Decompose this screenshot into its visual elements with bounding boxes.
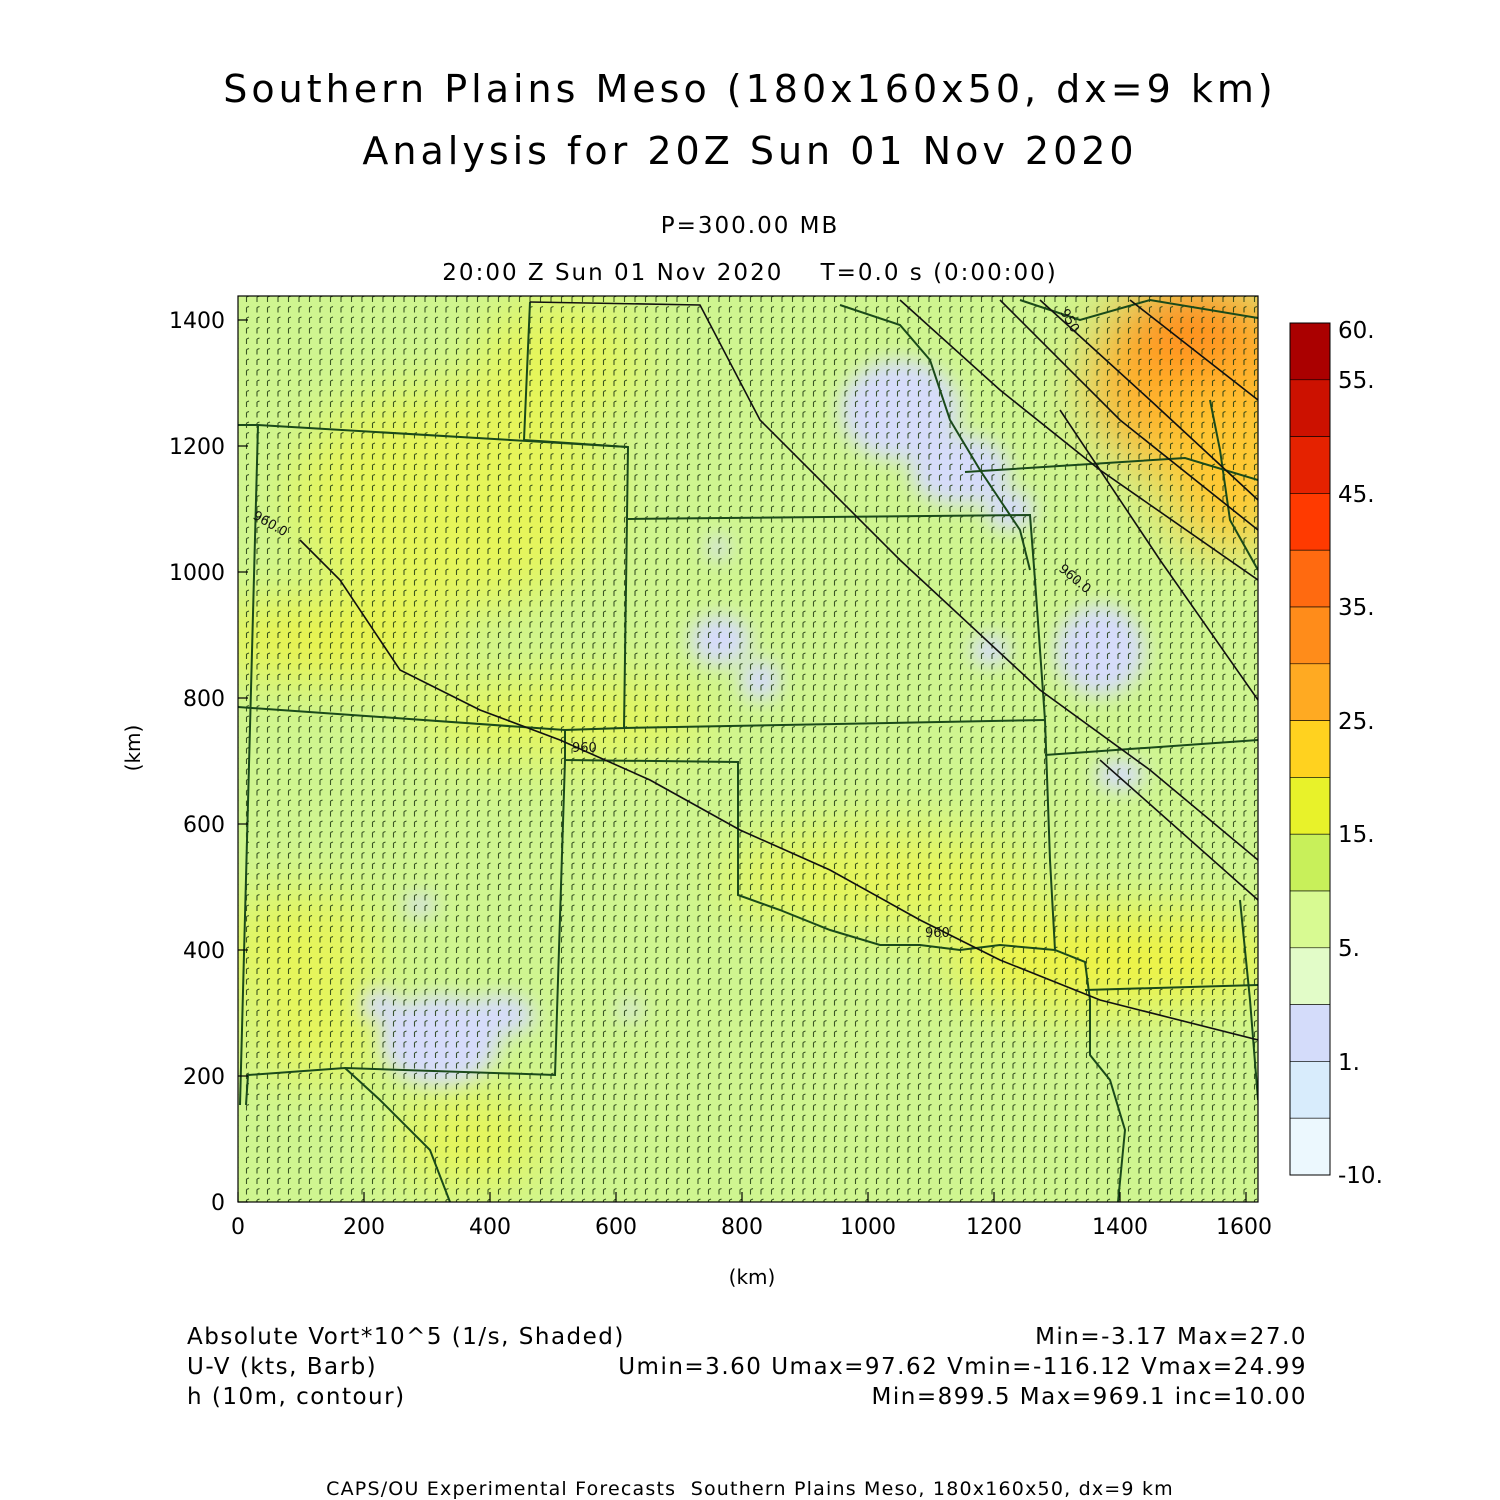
legend-stats-vorticity: Min=-3.17 Max=27.0: [1035, 1324, 1307, 1350]
colorbar-label: 5.: [1338, 936, 1360, 962]
title-line-2: Analysis for 20Z Sun 01 Nov 2020: [362, 129, 1138, 173]
colorbar-label: 1.: [1338, 1050, 1360, 1076]
height-contours: [299, 299, 1258, 1041]
colorbar-segment: [1289, 322, 1331, 381]
wind-barbs: [238, 296, 1258, 1202]
x-tick-label: 600: [595, 1215, 637, 1240]
colorbar-segment: [1289, 1061, 1331, 1119]
y-axis-ticks: [238, 319, 248, 1203]
title-line-1: Southern Plains Meso (180x160x50, dx=9 k…: [223, 67, 1277, 111]
legend-field-wind: U-V (kts, Barb): [187, 1354, 378, 1380]
state-borders: [238, 298, 1258, 1202]
vorticity-shading: [238, 296, 1258, 1202]
colorbar-segment: [1289, 947, 1331, 1005]
y-axis-label: (km): [121, 725, 145, 772]
y-tick-label: 1000: [169, 561, 225, 586]
colorbar-frame: [1289, 322, 1331, 1176]
colorbar-label: 60.: [1338, 318, 1375, 344]
footer-credit: CAPS/OU Experimental Forecasts Southern …: [326, 1478, 1174, 1500]
colorbar-segment: [1289, 549, 1331, 608]
colorbar-segment: [1289, 833, 1331, 892]
colorbar-label: -10.: [1338, 1163, 1383, 1189]
contour-label: 960: [572, 741, 597, 756]
colorbar-label: 15.: [1338, 822, 1375, 848]
colorbar: [1289, 322, 1331, 1176]
legend-stats-height: Min=899.5 Max=969.1 inc=10.00: [871, 1384, 1307, 1410]
y-tick-label: 400: [183, 939, 225, 964]
colorbar-label: 35.: [1338, 595, 1375, 621]
colorbar-segment: [1289, 1117, 1331, 1176]
colorbar-labels: 60. 55. 45. 35. 25. 15. 5. 1. -10.: [1338, 318, 1383, 1189]
y-tick-labels: 0 200 400 600 800 1000 1200 1400: [169, 309, 225, 1216]
x-axis-ticks: [237, 1192, 1247, 1202]
colorbar-label: 55.: [1338, 368, 1375, 394]
legend-stats-wind: Umin=3.60 Umax=97.62 Vmin=-116.12 Vmax=2…: [618, 1354, 1307, 1380]
colorbar-segment: [1289, 777, 1331, 835]
x-tick-label: 200: [343, 1215, 385, 1240]
colorbar-segment: [1289, 663, 1331, 721]
x-tick-label: 1600: [1216, 1215, 1272, 1240]
legend-field-height: h (10m, contour): [187, 1384, 406, 1410]
colorbar-segment: [1289, 890, 1331, 949]
legend-field-vorticity: Absolute Vort*10^5 (1/s, Shaded): [187, 1324, 625, 1350]
plot-frame: [237, 295, 1259, 1203]
y-tick-label: 800: [183, 687, 225, 712]
x-tick-label: 400: [469, 1215, 511, 1240]
valid-time: 20:00 Z Sun 01 Nov 2020 T=0.0 s (0:00:00…: [442, 260, 1058, 286]
colorbar-segment: [1289, 720, 1331, 778]
pressure-level: P=300.00 MB: [660, 213, 840, 239]
contour-label: 960: [925, 926, 950, 941]
x-tick-label: 1000: [840, 1215, 896, 1240]
x-tick-label: 0: [231, 1215, 245, 1240]
colorbar-segment: [1289, 493, 1331, 551]
x-tick-label: 1400: [1092, 1215, 1148, 1240]
x-tick-label: 800: [721, 1215, 763, 1240]
colorbar-label: 25.: [1338, 709, 1375, 735]
y-tick-label: 200: [183, 1065, 225, 1090]
y-tick-label: 1200: [169, 435, 225, 460]
y-tick-label: 600: [183, 813, 225, 838]
x-tick-labels: 0 200 400 600 800 1000 1200 1400 1600: [231, 1215, 1272, 1240]
x-axis-label: (km): [729, 1265, 776, 1289]
colorbar-segment: [1289, 436, 1331, 494]
x-tick-label: 1200: [966, 1215, 1022, 1240]
colorbar-label: 45.: [1338, 482, 1375, 508]
y-tick-label: 0: [211, 1191, 225, 1216]
colorbar-segment: [1289, 606, 1331, 665]
colorbar-segment: [1289, 379, 1331, 437]
colorbar-segment: [1289, 1004, 1331, 1062]
y-tick-label: 1400: [169, 309, 225, 334]
